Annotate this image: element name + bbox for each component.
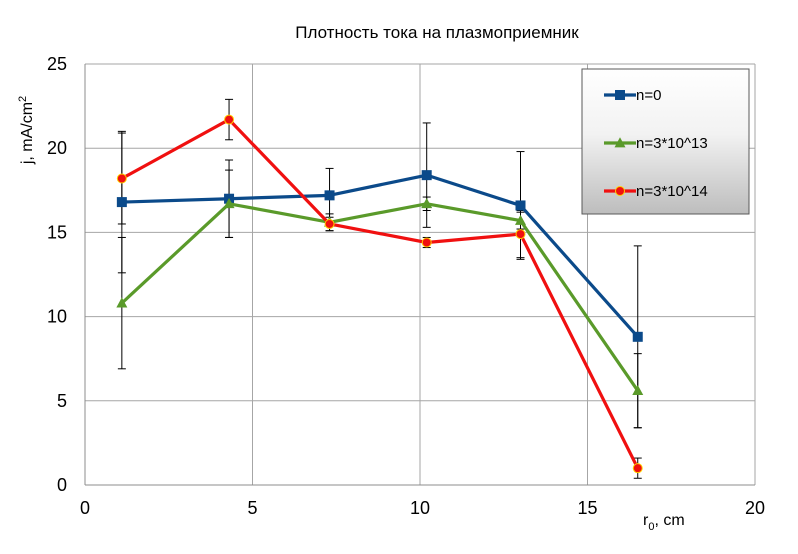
data-point (632, 384, 644, 396)
data-point (324, 218, 335, 229)
data-point (515, 229, 526, 240)
error-bars-1 (117, 169, 642, 429)
data-point (515, 200, 526, 211)
y-axis-title-main: j, mA/cm (19, 102, 36, 165)
y-tick-label: 5 (57, 391, 67, 411)
series-1 (116, 198, 644, 396)
legend-swatch-marker (614, 137, 626, 148)
y-tick-labels: 0 5 10 15 20 25 (47, 54, 67, 495)
data-point (632, 463, 643, 474)
x-tick-label: 5 (247, 498, 257, 518)
legend-swatch-marker (615, 186, 625, 196)
data-point (632, 331, 643, 342)
series-group (116, 98, 644, 479)
data-point (116, 173, 127, 184)
data-point (223, 198, 235, 209)
data-point (116, 297, 128, 308)
x-tick-label: 20 (745, 498, 765, 518)
series-line (120, 202, 640, 392)
x-tick-labels: 0 5 10 15 20 (80, 498, 765, 518)
legend-label: n=3*10^14 (636, 183, 708, 200)
legend-label: n=3*10^13 (636, 135, 708, 152)
y-tick-label: 0 (57, 475, 67, 495)
x-tick-label: 10 (410, 498, 430, 518)
legend-swatch-marker (615, 90, 625, 100)
y-tick-label: 15 (47, 222, 67, 242)
data-point (421, 237, 432, 248)
legend-label: n=0 (636, 87, 661, 104)
error-bars-0 (117, 122, 642, 429)
y-axis-title-sup: 2 (17, 96, 29, 102)
x-tick-label: 15 (577, 498, 597, 518)
data-point (116, 197, 127, 208)
data-point (421, 170, 432, 181)
series-line (121, 173, 639, 338)
x-axis-title-unit: , cm (654, 512, 684, 529)
y-tick-label: 10 (47, 307, 67, 327)
x-axis-title: r0, cm (643, 512, 685, 533)
series-line (121, 117, 640, 469)
chart-title: Плотность тока на плазмоприемник (295, 23, 579, 42)
y-tick-label: 20 (47, 138, 67, 158)
y-tick-label: 25 (47, 54, 67, 74)
x-axis-title-sub: 0 (648, 521, 654, 533)
error-bars-2 (117, 98, 642, 479)
series-0 (116, 170, 643, 342)
data-point (515, 214, 526, 225)
series-2 (116, 114, 643, 474)
axes (84, 64, 755, 486)
x-tick-label: 0 (80, 498, 90, 518)
y-axis-title: j, mA/cm2 (17, 96, 36, 165)
legend: n=0 n=3*10^13 n=3*10^14 (581, 68, 750, 215)
data-point (324, 190, 335, 201)
data-point (421, 198, 433, 209)
data-point (224, 114, 235, 125)
x-axis-title-main: r (643, 512, 649, 529)
